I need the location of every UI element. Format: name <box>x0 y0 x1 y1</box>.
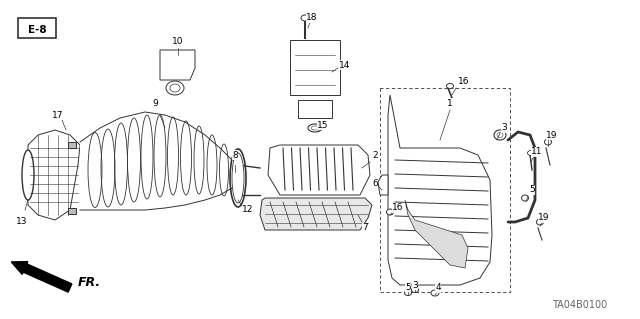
Text: 15: 15 <box>317 121 329 130</box>
Text: 2: 2 <box>372 151 378 160</box>
FancyArrow shape <box>12 262 72 292</box>
Text: 6: 6 <box>372 179 378 188</box>
Ellipse shape <box>22 150 34 200</box>
Text: 7: 7 <box>362 224 368 233</box>
Ellipse shape <box>431 290 439 296</box>
Ellipse shape <box>447 84 454 88</box>
Ellipse shape <box>545 139 552 145</box>
Text: 11: 11 <box>531 147 543 157</box>
FancyBboxPatch shape <box>18 18 56 38</box>
Text: 8: 8 <box>232 151 238 160</box>
Text: 1: 1 <box>447 99 453 108</box>
Polygon shape <box>260 198 372 230</box>
Text: 18: 18 <box>307 13 317 23</box>
Text: FR.: FR. <box>78 277 101 290</box>
Polygon shape <box>405 200 468 268</box>
Ellipse shape <box>232 153 244 203</box>
Polygon shape <box>28 130 80 220</box>
Polygon shape <box>290 40 340 95</box>
Text: 5: 5 <box>405 283 411 292</box>
Ellipse shape <box>387 209 394 215</box>
Ellipse shape <box>412 287 419 293</box>
Text: E-8: E-8 <box>28 25 46 35</box>
Text: 5: 5 <box>529 186 535 195</box>
Text: 9: 9 <box>152 99 158 108</box>
Text: 3: 3 <box>412 280 418 290</box>
Text: 17: 17 <box>52 110 64 120</box>
Ellipse shape <box>404 291 412 295</box>
Polygon shape <box>388 95 492 285</box>
Polygon shape <box>268 145 370 195</box>
Text: 10: 10 <box>172 38 184 47</box>
Text: 16: 16 <box>458 78 470 86</box>
Ellipse shape <box>308 124 322 132</box>
Ellipse shape <box>527 151 534 155</box>
Text: 14: 14 <box>339 61 351 70</box>
Ellipse shape <box>494 130 506 140</box>
Text: 12: 12 <box>243 205 253 214</box>
Polygon shape <box>160 50 195 80</box>
Ellipse shape <box>166 81 184 95</box>
Polygon shape <box>298 100 332 118</box>
Text: 4: 4 <box>435 284 441 293</box>
Text: 16: 16 <box>392 204 404 212</box>
Ellipse shape <box>536 219 543 225</box>
Text: 13: 13 <box>16 218 28 226</box>
Text: 19: 19 <box>538 213 550 222</box>
Ellipse shape <box>301 15 309 21</box>
Text: 3: 3 <box>501 123 507 132</box>
Bar <box>68 208 76 214</box>
Polygon shape <box>378 175 388 195</box>
Text: TA04B0100: TA04B0100 <box>552 300 607 310</box>
Polygon shape <box>80 112 232 210</box>
Ellipse shape <box>522 195 529 201</box>
Bar <box>68 142 76 148</box>
Text: 19: 19 <box>547 130 557 139</box>
